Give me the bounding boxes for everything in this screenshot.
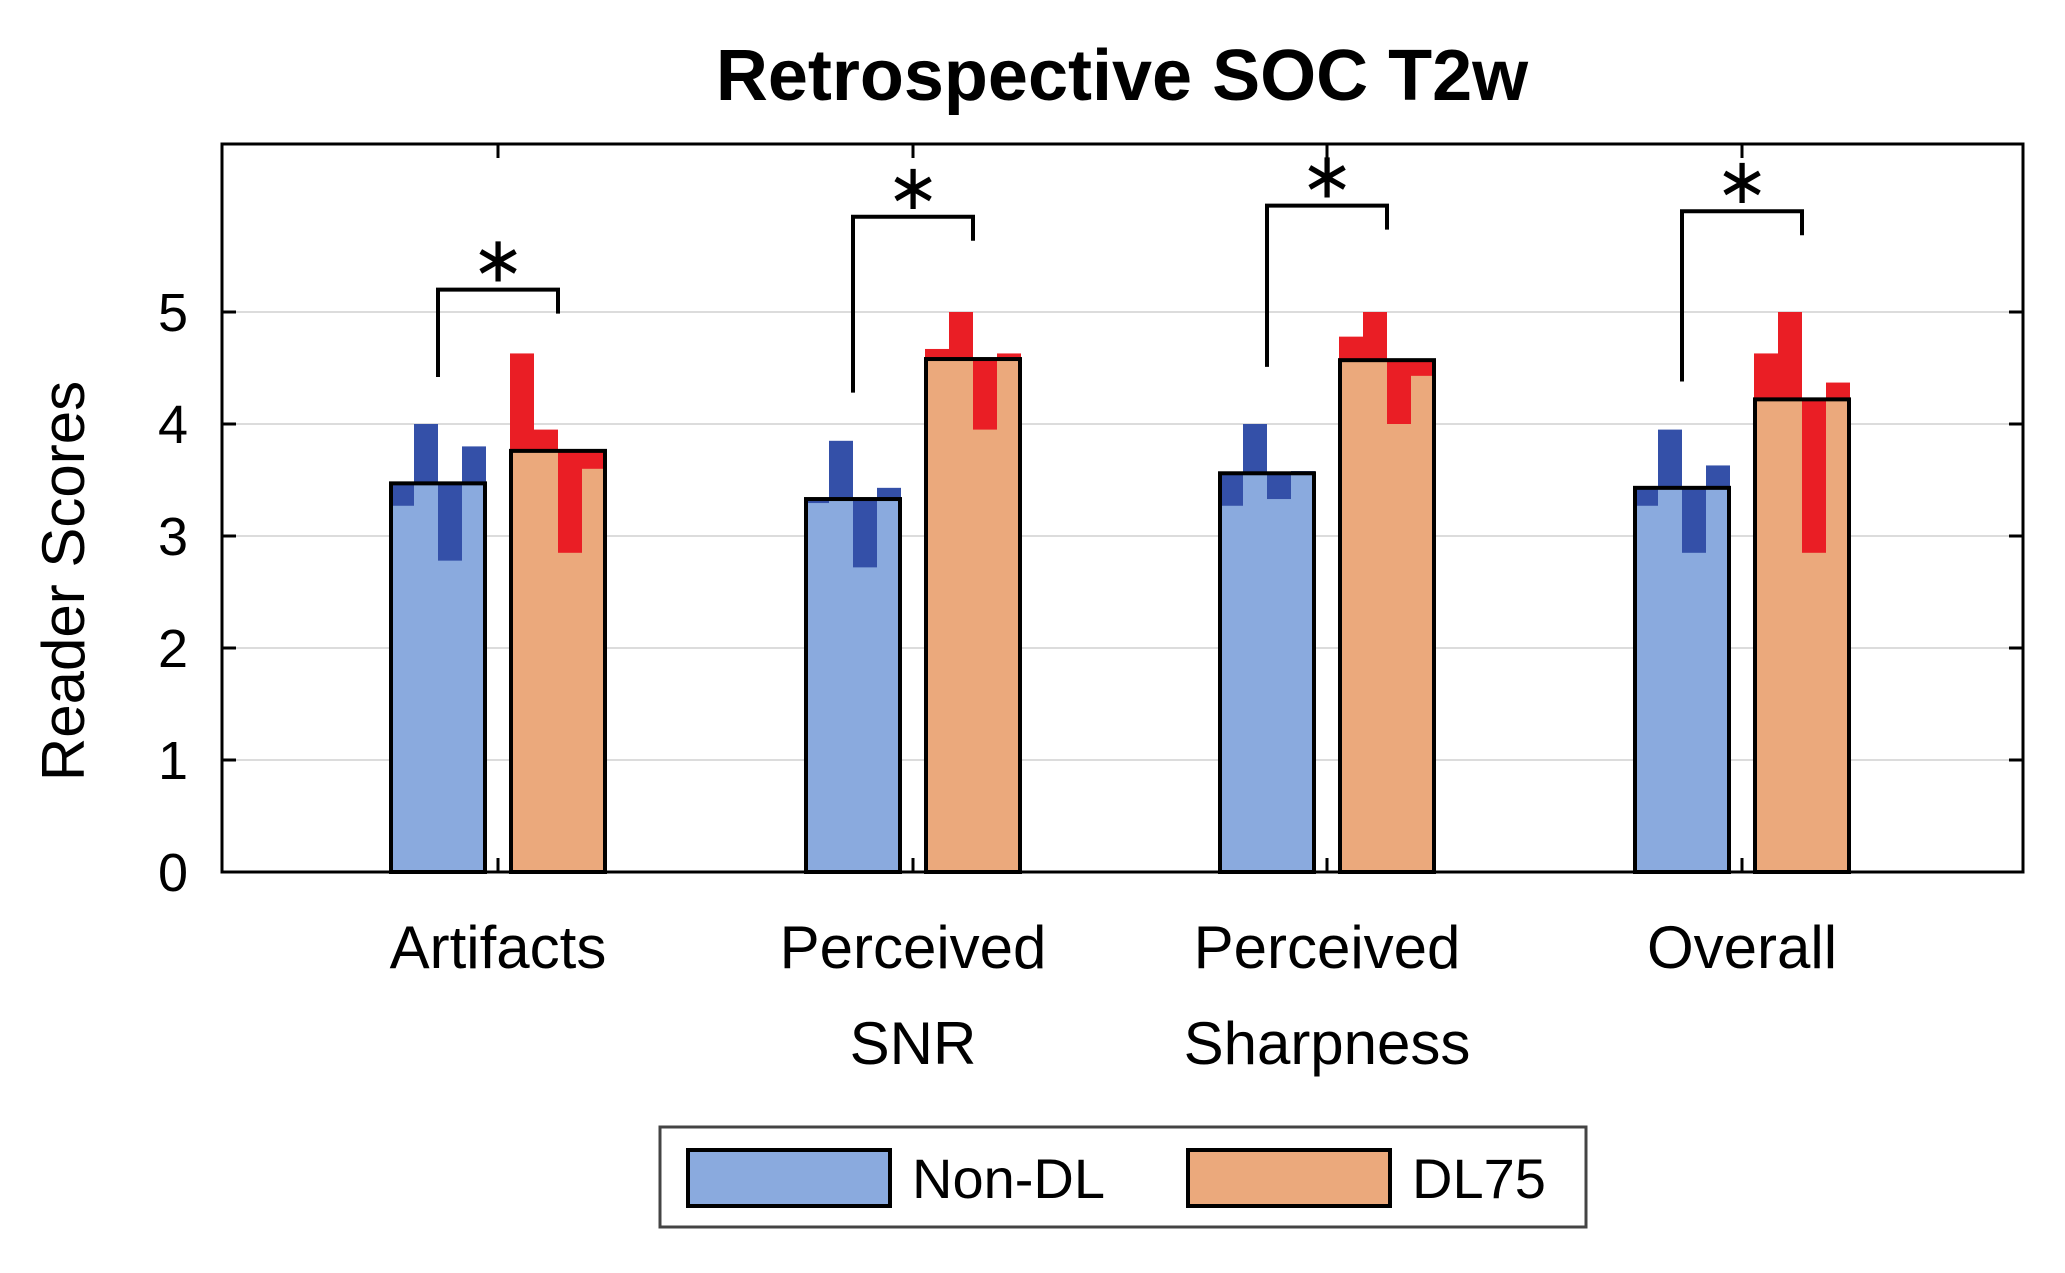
significance-star: ∗	[1715, 145, 1769, 219]
x-category-labels: Artifacts Perceived SNR Perceived Sharpness O…	[390, 914, 1837, 1077]
y-axis-label: Reader Scores	[30, 381, 97, 781]
plot-frame	[220, 142, 2025, 874]
significance-bracket	[436, 287, 560, 377]
legend-label: Non-DL	[912, 1147, 1105, 1210]
y-tick-label: 4	[158, 395, 188, 455]
reader-score-mark	[462, 446, 486, 484]
significance-star: ∗	[886, 151, 940, 225]
bar-dl75	[1340, 360, 1434, 872]
reader-score-mark	[510, 353, 534, 451]
reader-score-mark	[582, 450, 606, 469]
axis-ticks: 0 1 2 3 4 5	[158, 144, 2023, 903]
reader-score-mark	[1387, 360, 1411, 424]
y-tick-label: 5	[158, 283, 188, 343]
grid-lines	[222, 311, 2023, 761]
reader-score-mark	[414, 424, 438, 484]
reader-score-mark	[1682, 487, 1706, 553]
legend-label: DL75	[1412, 1147, 1546, 1210]
bar-groups	[389, 312, 1851, 875]
reader-score-mark	[1411, 360, 1435, 376]
significance-bracket	[851, 214, 975, 393]
chart-title: Retrospective SOC T2w	[716, 36, 1529, 116]
significance-bracket	[1680, 209, 1804, 382]
legend-swatch-non-dl	[686, 1148, 892, 1208]
x-category-label: Perceived	[1194, 914, 1461, 981]
bar-non-dl	[1220, 473, 1314, 872]
reader-score-mark	[1267, 473, 1291, 500]
reader-score-mark	[1778, 312, 1802, 400]
reader-score-mark	[853, 499, 877, 568]
reader-score-mark	[829, 440, 853, 500]
reader-score-mark	[390, 483, 414, 506]
significance-star: ∗	[471, 224, 525, 298]
reader-score-mark	[1706, 465, 1730, 488]
reader-score-mark	[1363, 312, 1387, 361]
x-category-label: Perceived	[780, 914, 1047, 981]
reader-score-mark	[1243, 424, 1267, 474]
x-category-label: SNR	[850, 1010, 977, 1077]
bar-dl75	[926, 359, 1020, 872]
reader-score-mark	[1658, 429, 1682, 488]
significance-star: ∗	[1300, 140, 1354, 214]
reader-score-mark	[1339, 336, 1363, 361]
reader-score-mark	[997, 353, 1021, 360]
reader-score-mark	[925, 348, 949, 360]
reader-score-mark	[534, 429, 558, 451]
significance-bracket	[1265, 203, 1389, 367]
significance-brackets: ∗ ∗ ∗ ∗	[436, 140, 1804, 393]
y-tick-label: 0	[158, 843, 188, 903]
reader-score-mark	[1219, 473, 1243, 506]
y-tick-label: 1	[158, 731, 188, 791]
reader-score-mark	[558, 450, 582, 553]
reader-score-mark	[973, 359, 997, 430]
legend-swatch-dl75	[1186, 1148, 1392, 1208]
x-category-label: Artifacts	[390, 914, 607, 981]
reader-score-mark	[949, 312, 973, 360]
reader-score-mark	[1634, 487, 1658, 506]
reader-score-mark	[1754, 353, 1778, 400]
x-category-label: Sharpness	[1184, 1010, 1471, 1077]
y-tick-label: 2	[158, 619, 188, 679]
legend: Non-DL DL75	[658, 1125, 1588, 1229]
reader-score-mark	[1826, 382, 1850, 400]
reader-score-mark	[877, 487, 901, 500]
y-tick-label: 3	[158, 507, 188, 567]
reader-score-mark	[438, 483, 462, 561]
x-category-label: Overall	[1647, 914, 1837, 981]
reader-score-mark	[1802, 399, 1826, 553]
